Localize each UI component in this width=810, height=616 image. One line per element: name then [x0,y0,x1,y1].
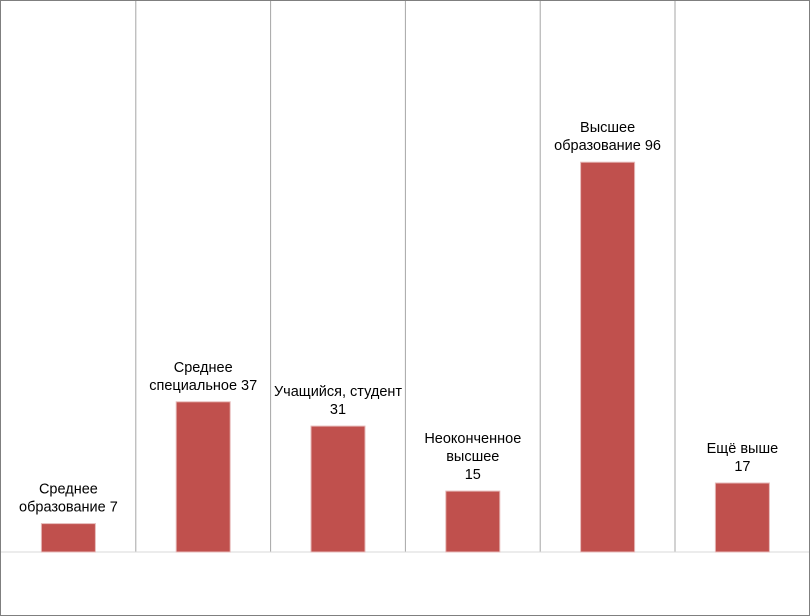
data-label-line: Среднее [39,482,98,498]
bar [580,161,636,553]
data-label-line: 17 [734,459,750,475]
data-label-line: Ещё выше [707,441,779,457]
data-label: Высшее образование 96 [554,120,661,154]
data-label-line: Неоконченное [424,431,521,447]
bar [175,401,231,553]
bar [310,425,366,553]
data-label: Учащийся, студент 31 [274,384,402,418]
data-label-line: Высшее [580,120,635,136]
data-label-line: специальное 37 [149,378,257,394]
data-label-line: 15 [465,467,481,483]
data-label-line: образование 96 [554,138,661,154]
data-label-line: Учащийся, студент [274,384,402,400]
bar [445,490,501,553]
data-label-line: Среднее [174,360,233,376]
data-label-line: 31 [330,402,346,418]
bar [714,482,770,553]
data-label-line: образование 7 [19,500,118,516]
data-label-line: высшее [446,449,499,465]
data-label: Ещё выше 17 [707,441,779,475]
bar [40,523,96,553]
data-label: Неоконченное высшее 15 [424,431,521,483]
data-label: Среднее образование 7 [19,482,118,516]
data-label: Среднее специальное 37 [149,360,257,394]
